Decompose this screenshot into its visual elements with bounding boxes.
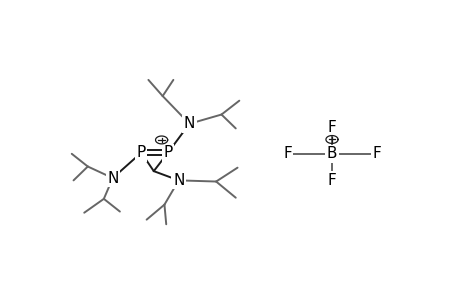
Text: F: F [327, 120, 336, 135]
Text: N: N [173, 173, 184, 188]
Text: P: P [136, 145, 146, 160]
Text: N: N [183, 116, 195, 131]
Text: P: P [163, 145, 172, 160]
Text: N: N [107, 171, 118, 186]
Text: F: F [282, 146, 291, 161]
Text: F: F [327, 173, 336, 188]
Text: B: B [326, 146, 336, 161]
Text: F: F [371, 146, 380, 161]
